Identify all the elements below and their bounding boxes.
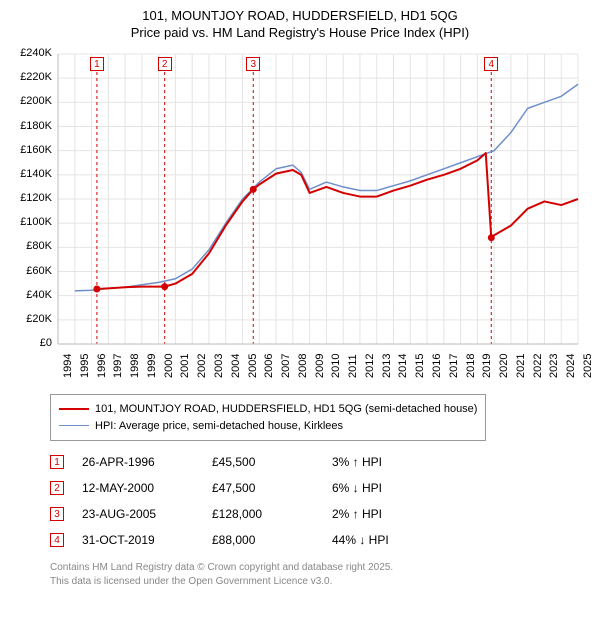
y-tick-label: £220K	[10, 71, 52, 83]
x-tick-label: 2021	[515, 354, 527, 378]
x-tick-label: 2017	[448, 354, 460, 378]
x-tick-label: 2016	[431, 354, 443, 378]
event-marker-icon: 3	[50, 507, 64, 521]
x-tick-label: 2013	[381, 354, 393, 378]
chart-subtitle: Price paid vs. HM Land Registry's House …	[10, 25, 590, 40]
x-tick-label: 1994	[62, 354, 74, 378]
event-price: £47,500	[212, 481, 332, 495]
x-tick-label: 2015	[414, 354, 426, 378]
x-tick-label: 2018	[465, 354, 477, 378]
legend-swatch	[59, 408, 89, 410]
legend-swatch	[59, 425, 89, 426]
x-tick-label: 2002	[196, 354, 208, 378]
event-pct: 3% ↑ HPI	[332, 455, 452, 469]
y-tick-label: £200K	[10, 95, 52, 107]
y-tick-label: £100K	[10, 216, 52, 228]
event-price: £88,000	[212, 533, 332, 547]
x-tick-label: 2023	[548, 354, 560, 378]
events-table: 126-APR-1996£45,5003% ↑ HPI212-MAY-2000£…	[50, 449, 590, 553]
y-tick-label: £80K	[10, 240, 52, 252]
event-marker-icon: 4	[50, 533, 64, 547]
x-tick-label: 1996	[96, 354, 108, 378]
event-row: 1 26-APR-1996£45,5003% ↑ HPI	[50, 449, 590, 475]
x-tick-label: 2004	[230, 354, 242, 378]
y-tick-label: £240K	[10, 47, 52, 59]
x-tick-label: 2010	[330, 354, 342, 378]
title-block: 101, MOUNTJOY ROAD, HUDDERSFIELD, HD1 5Q…	[10, 8, 590, 40]
y-tick-label: £0	[10, 337, 52, 349]
event-marker-2: 2	[158, 57, 172, 71]
event-marker-3: 3	[246, 57, 260, 71]
legend-item: HPI: Average price, semi-detached house,…	[59, 418, 477, 435]
x-tick-label: 2003	[213, 354, 225, 378]
y-tick-label: £160K	[10, 144, 52, 156]
x-tick-label: 2022	[532, 354, 544, 378]
event-marker-4: 4	[484, 57, 498, 71]
x-tick-label: 2007	[280, 354, 292, 378]
footer-line-1: Contains HM Land Registry data © Crown c…	[50, 561, 590, 575]
x-tick-label: 2014	[397, 354, 409, 378]
y-tick-label: £40K	[10, 289, 52, 301]
event-price: £128,000	[212, 507, 332, 521]
event-pct: 6% ↓ HPI	[332, 481, 452, 495]
event-marker-icon: 1	[50, 455, 64, 469]
x-tick-label: 1997	[112, 354, 124, 378]
x-tick-label: 1998	[129, 354, 141, 378]
x-tick-label: 2009	[314, 354, 326, 378]
x-tick-label: 2011	[347, 354, 359, 378]
event-date: 31-OCT-2019	[82, 533, 212, 547]
chart-title: 101, MOUNTJOY ROAD, HUDDERSFIELD, HD1 5Q…	[10, 8, 590, 23]
event-marker-icon: 2	[50, 481, 64, 495]
x-tick-label: 2006	[263, 354, 275, 378]
x-tick-label: 2000	[163, 354, 175, 378]
x-tick-label: 2024	[565, 354, 577, 378]
legend: 101, MOUNTJOY ROAD, HUDDERSFIELD, HD1 5Q…	[50, 394, 486, 441]
event-date: 23-AUG-2005	[82, 507, 212, 521]
y-tick-label: £120K	[10, 192, 52, 204]
event-row: 2 12-MAY-2000£47,5006% ↓ HPI	[50, 475, 590, 501]
footer-attribution: Contains HM Land Registry data © Crown c…	[50, 561, 590, 588]
footer-line-2: This data is licensed under the Open Gov…	[50, 575, 590, 589]
event-price: £45,500	[212, 455, 332, 469]
x-tick-label: 2012	[364, 354, 376, 378]
y-tick-label: £140K	[10, 168, 52, 180]
event-date: 26-APR-1996	[82, 455, 212, 469]
x-tick-label: 2001	[179, 354, 191, 378]
event-marker-1: 1	[90, 57, 104, 71]
x-tick-label: 1999	[146, 354, 158, 378]
legend-label: HPI: Average price, semi-detached house,…	[95, 418, 343, 435]
x-tick-label: 2025	[582, 354, 594, 378]
event-date: 12-MAY-2000	[82, 481, 212, 495]
event-pct: 2% ↑ HPI	[332, 507, 452, 521]
event-pct: 44% ↓ HPI	[332, 533, 452, 547]
x-tick-label: 2019	[481, 354, 493, 378]
legend-label: 101, MOUNTJOY ROAD, HUDDERSFIELD, HD1 5Q…	[95, 401, 477, 418]
event-row: 4 31-OCT-2019£88,00044% ↓ HPI	[50, 527, 590, 553]
x-tick-label: 2008	[297, 354, 309, 378]
x-tick-label: 1995	[79, 354, 91, 378]
x-tick-label: 2020	[498, 354, 510, 378]
y-tick-label: £20K	[10, 313, 52, 325]
event-row: 3 23-AUG-2005£128,0002% ↑ HPI	[50, 501, 590, 527]
chart-area: £0 £20K £40K £60K £80K £100K £120K £140K £160K £1…	[10, 46, 590, 386]
y-tick-label: £180K	[10, 120, 52, 132]
x-tick-label: 2005	[247, 354, 259, 378]
legend-item: 101, MOUNTJOY ROAD, HUDDERSFIELD, HD1 5Q…	[59, 401, 477, 418]
y-tick-label: £60K	[10, 265, 52, 277]
